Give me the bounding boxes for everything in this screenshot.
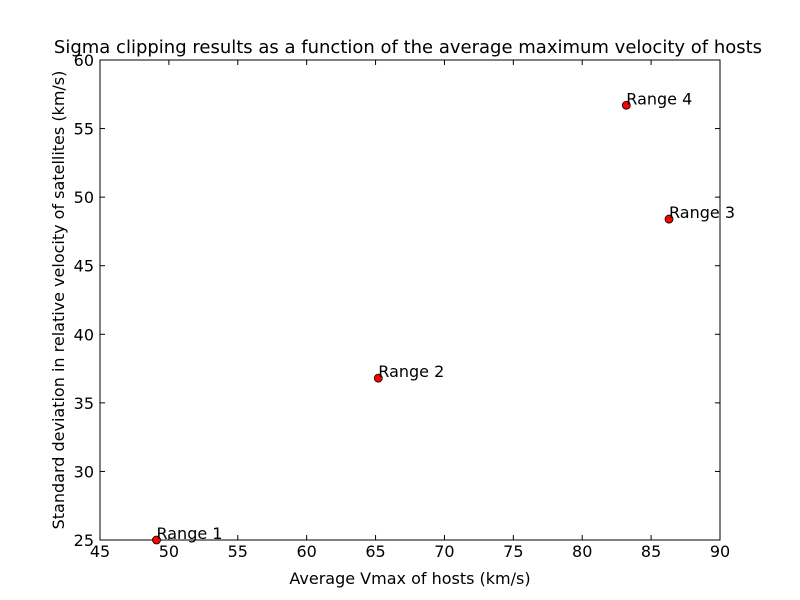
x-tick-label: 50: [159, 542, 179, 561]
point-label: Range 4: [626, 89, 692, 108]
x-tick-label: 65: [365, 542, 385, 561]
y-tick-label: 25: [74, 531, 94, 550]
y-tick-label: 35: [74, 394, 94, 413]
x-tick-label: 55: [228, 542, 248, 561]
x-tick-label: 45: [90, 542, 110, 561]
x-tick-label: 85: [641, 542, 661, 561]
point-labels: Range 1 Range 2 Range 3 Range 4: [156, 89, 735, 543]
x-axis-label: Average Vmax of hosts (km/s): [289, 569, 530, 588]
y-tick-label: 45: [74, 257, 94, 276]
chart-title: Sigma clipping results as a function of …: [54, 37, 762, 58]
data-point: [664, 214, 674, 224]
y-tick-label: 50: [74, 188, 94, 207]
y-tick-label: 40: [74, 325, 94, 344]
x-tick-label: 60: [296, 542, 316, 561]
point-label: Range 2: [378, 362, 444, 381]
tick-labels: 45 50 55 60 65 70 75 80 85 90 25 30 35 40 45 50 55 60: [74, 51, 731, 561]
x-tick-label: 70: [434, 542, 454, 561]
x-tick-label: 90: [710, 542, 730, 561]
y-tick-label: 60: [74, 51, 94, 70]
point-label: Range 1: [156, 524, 222, 543]
x-tick-label: 75: [503, 542, 523, 561]
y-tick-label: 30: [74, 462, 94, 481]
y-tick-label: 55: [74, 120, 94, 139]
data-point: [152, 535, 161, 545]
data-point: [373, 373, 383, 383]
plot-frame: [99, 59, 721, 541]
axis-ticks: [99, 59, 721, 541]
point-label: Range 3: [669, 203, 735, 222]
data-point: [621, 100, 631, 110]
x-tick-label: 80: [572, 542, 592, 561]
y-axis-label: Standard deviation in relative velocity …: [49, 71, 68, 530]
data-points: [152, 100, 674, 545]
